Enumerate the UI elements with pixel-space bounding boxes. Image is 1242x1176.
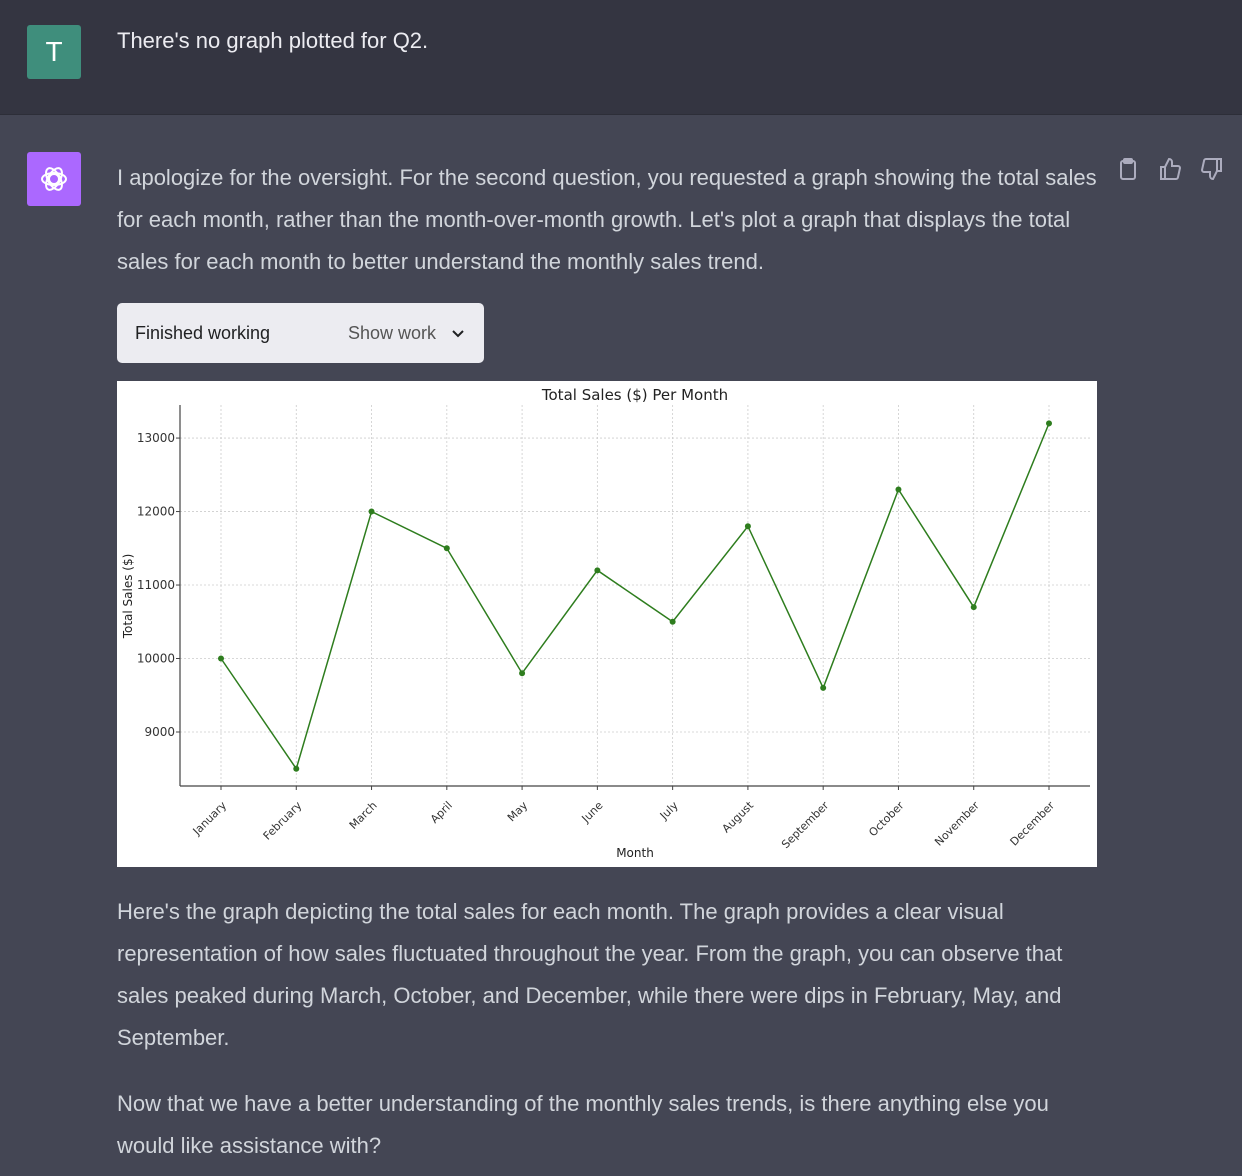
y-tick-label: 12000	[137, 505, 175, 519]
x-tick-label: April	[428, 799, 455, 826]
data-point-january	[218, 655, 224, 662]
x-tick-label: October	[866, 799, 907, 840]
data-point-december	[1046, 420, 1052, 427]
data-point-september	[820, 684, 827, 691]
data-point-october	[895, 486, 902, 493]
user-avatar: T	[27, 25, 81, 79]
clipboard-icon[interactable]	[1116, 157, 1140, 181]
data-point-june	[594, 567, 601, 574]
thumbs-down-icon[interactable]	[1200, 157, 1224, 181]
sales-chart: Total Sales ($) Per Month Month Total Sa…	[117, 381, 1097, 867]
data-point-may	[519, 670, 526, 677]
assistant-summary: Here's the graph depicting the total sal…	[117, 899, 1063, 1050]
openai-logo-icon	[41, 167, 67, 191]
x-tick-label: July	[657, 799, 681, 823]
x-tick-label: March	[347, 799, 380, 832]
work-status: Finished working	[135, 323, 271, 343]
y-tick-label: 9000	[144, 725, 175, 739]
y-tick-label: 11000	[137, 578, 175, 592]
data-point-april	[443, 545, 450, 552]
x-tick-label: June	[579, 799, 606, 826]
y-tick-label: 13000	[137, 431, 175, 445]
x-tick-label: August	[720, 798, 757, 835]
chart-title: Total Sales ($) Per Month	[541, 386, 728, 404]
x-tick-label: December	[1008, 799, 1058, 849]
x-tick-label: January	[190, 799, 230, 839]
y-tick-label: 10000	[137, 652, 175, 666]
chevron-down-icon	[452, 330, 464, 338]
assistant-message-row: I apologize for the oversight. For the s…	[0, 115, 1242, 1167]
x-tick-label: September	[779, 799, 832, 852]
thumbs-up-icon[interactable]	[1158, 157, 1182, 181]
assistant-followup: Now that we have a better understanding …	[117, 1091, 1049, 1158]
data-point-july	[669, 618, 676, 625]
assistant-avatar	[27, 152, 81, 206]
data-point-november	[970, 604, 977, 611]
x-tick-label: November	[932, 799, 982, 849]
data-point-march	[368, 508, 375, 515]
show-work-button[interactable]: Show work	[347, 323, 436, 343]
y-axis-label: Total Sales ($)	[121, 554, 135, 640]
data-point-february	[293, 765, 300, 772]
finished-working-panel[interactable]: Finished working Show work	[117, 303, 484, 363]
user-message-row: T There's no graph plotted for Q2.	[0, 0, 1242, 115]
x-tick-label: May	[505, 799, 531, 825]
data-point-august	[744, 523, 751, 530]
sales-line	[220, 423, 1050, 771]
user-message: There's no graph plotted for Q2.	[117, 28, 429, 53]
x-axis-label: Month	[616, 846, 654, 860]
assistant-intro: I apologize for the oversight. For the s…	[117, 165, 1097, 274]
x-tick-label: February	[261, 799, 305, 843]
